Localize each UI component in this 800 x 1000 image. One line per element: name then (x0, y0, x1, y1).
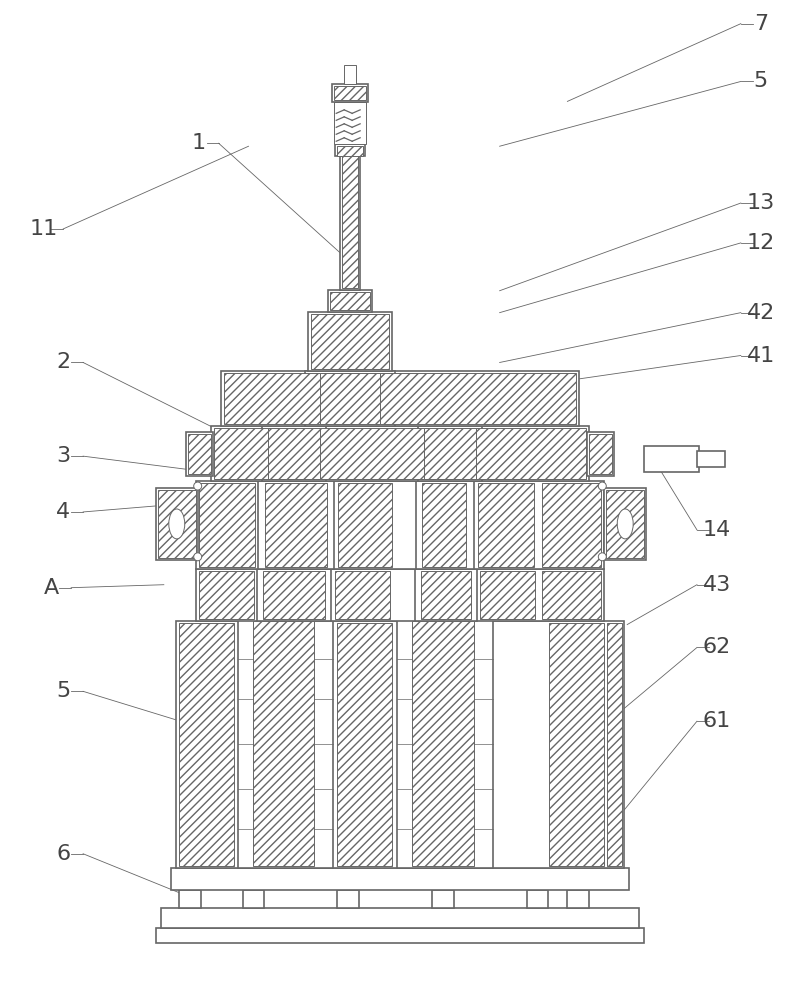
Bar (644, 446, 699, 472)
Bar (238, 619, 334, 868)
Text: 14: 14 (702, 520, 731, 540)
Bar (334, 102, 366, 144)
Bar (224, 373, 576, 424)
Bar (421, 571, 470, 619)
Bar (338, 483, 392, 567)
Bar (156, 928, 644, 943)
Bar (606, 490, 644, 558)
Bar (263, 571, 326, 619)
Bar (697, 451, 725, 467)
Circle shape (194, 553, 202, 561)
Bar (344, 65, 356, 84)
Text: 13: 13 (746, 193, 775, 213)
Bar (311, 314, 389, 369)
Text: 4: 4 (56, 502, 70, 522)
Bar (198, 571, 254, 619)
Bar (156, 488, 198, 560)
Text: 11: 11 (29, 219, 58, 239)
Bar (198, 483, 254, 567)
Bar (418, 426, 482, 481)
Bar (334, 86, 366, 100)
Text: 2: 2 (56, 352, 70, 372)
Bar (161, 908, 639, 928)
Text: 41: 41 (746, 346, 775, 366)
Bar (258, 569, 331, 621)
Bar (550, 623, 604, 866)
Bar (196, 569, 604, 621)
Text: 1: 1 (192, 133, 206, 153)
Bar (607, 623, 622, 866)
Bar (416, 481, 474, 569)
Bar (335, 571, 390, 619)
Bar (335, 144, 365, 156)
Bar (178, 623, 234, 866)
Bar (330, 292, 370, 310)
Bar (338, 146, 363, 156)
Bar (258, 481, 334, 569)
Text: 3: 3 (56, 446, 70, 466)
Circle shape (598, 482, 606, 490)
Ellipse shape (169, 509, 185, 539)
Bar (188, 434, 210, 474)
Bar (242, 890, 265, 908)
Bar (214, 428, 586, 479)
Bar (590, 434, 612, 474)
Text: 6: 6 (56, 844, 70, 864)
Bar (196, 481, 604, 569)
Text: 5: 5 (56, 681, 70, 701)
Text: 61: 61 (702, 711, 731, 731)
Bar (170, 868, 630, 890)
Bar (328, 290, 372, 312)
Bar (412, 621, 474, 866)
Bar (253, 621, 314, 866)
Bar (306, 371, 395, 426)
Bar (526, 890, 549, 908)
Text: 12: 12 (746, 233, 775, 253)
Bar (567, 890, 590, 908)
Circle shape (598, 553, 606, 561)
Bar (269, 428, 320, 479)
Bar (432, 890, 454, 908)
Bar (415, 569, 477, 621)
Bar (332, 84, 368, 102)
Bar (338, 890, 359, 908)
Text: 62: 62 (702, 637, 731, 657)
Bar (320, 373, 380, 424)
Bar (340, 150, 360, 290)
Bar (480, 571, 534, 619)
Bar (210, 426, 590, 481)
Text: 42: 42 (746, 303, 775, 323)
Bar (221, 371, 579, 426)
Bar (186, 432, 213, 476)
Bar (478, 483, 534, 567)
Bar (587, 432, 614, 476)
Bar (542, 571, 602, 619)
Circle shape (194, 482, 202, 490)
Bar (397, 619, 493, 868)
Bar (178, 890, 201, 908)
Text: A: A (43, 578, 59, 598)
Bar (176, 621, 624, 868)
Bar (422, 483, 466, 567)
Bar (266, 483, 327, 567)
Text: 43: 43 (702, 575, 731, 595)
Bar (604, 488, 646, 560)
Bar (158, 490, 196, 558)
Bar (342, 150, 358, 288)
Text: 5: 5 (754, 71, 768, 91)
Bar (542, 483, 602, 567)
Bar (262, 426, 326, 481)
Ellipse shape (618, 509, 633, 539)
Text: 7: 7 (754, 14, 768, 34)
Bar (308, 312, 392, 371)
Bar (338, 623, 392, 866)
Bar (424, 428, 476, 479)
